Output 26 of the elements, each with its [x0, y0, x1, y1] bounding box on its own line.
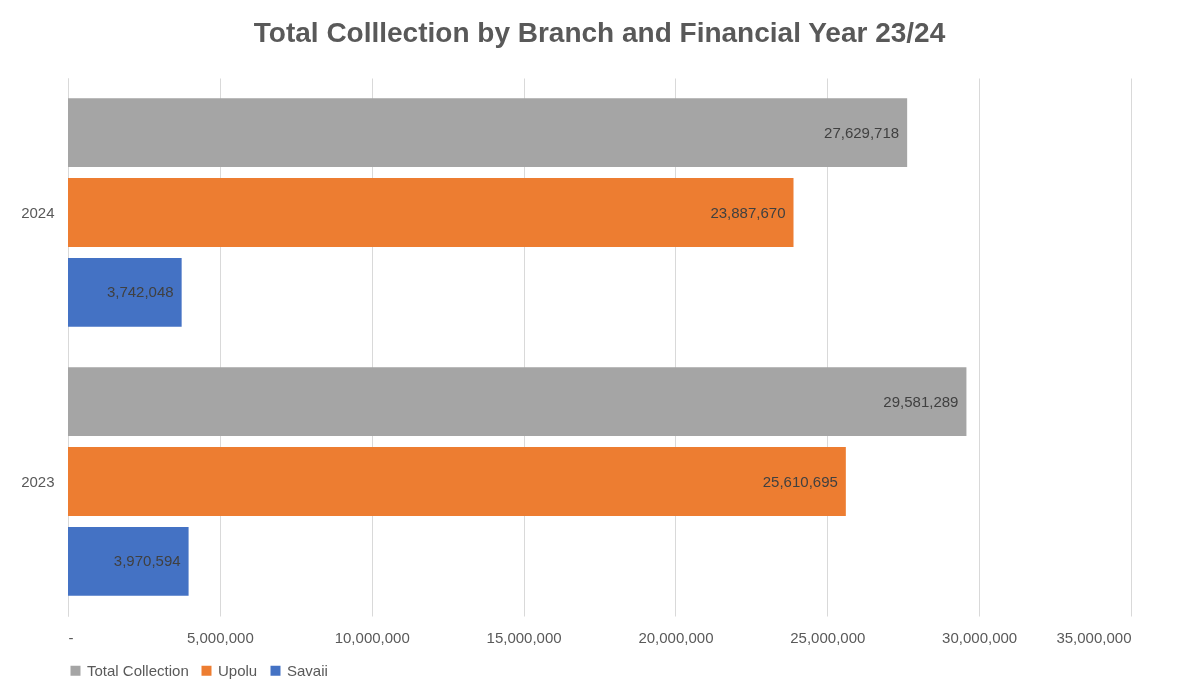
- bar: [68, 447, 846, 516]
- x-tick-label: 30,000,000: [942, 628, 1018, 646]
- x-tick-label: -: [68, 628, 74, 646]
- y-tick-label: 2023: [21, 472, 55, 490]
- legend-label: Savaii: [287, 661, 328, 679]
- x-tick-label: 5,000,000: [186, 628, 254, 646]
- data-label: 23,887,670: [710, 203, 786, 221]
- data-label: 27,629,718: [824, 123, 900, 141]
- data-label: 25,610,695: [762, 472, 838, 490]
- bar: [68, 178, 794, 247]
- x-tick-label: 25,000,000: [790, 628, 866, 646]
- bar: [68, 98, 908, 167]
- x-tick-label: 20,000,000: [638, 628, 714, 646]
- x-tick-label: 15,000,000: [486, 628, 562, 646]
- x-tick-label: 10,000,000: [334, 628, 410, 646]
- data-label: 3,742,048: [106, 283, 174, 301]
- legend-label: Total Collection: [87, 661, 189, 679]
- legend-label: Upolu: [218, 661, 258, 679]
- bar: [68, 258, 182, 327]
- bar: [68, 367, 967, 436]
- data-label: 3,970,594: [113, 552, 181, 570]
- y-tick-label: 2024: [21, 203, 55, 221]
- x-tick-label: 35,000,000: [1056, 628, 1132, 646]
- chart-title: Total Colllection by Branch and Financial Year 23/24: [253, 17, 946, 48]
- bar: [68, 527, 189, 596]
- data-label: 29,581,289: [883, 392, 959, 410]
